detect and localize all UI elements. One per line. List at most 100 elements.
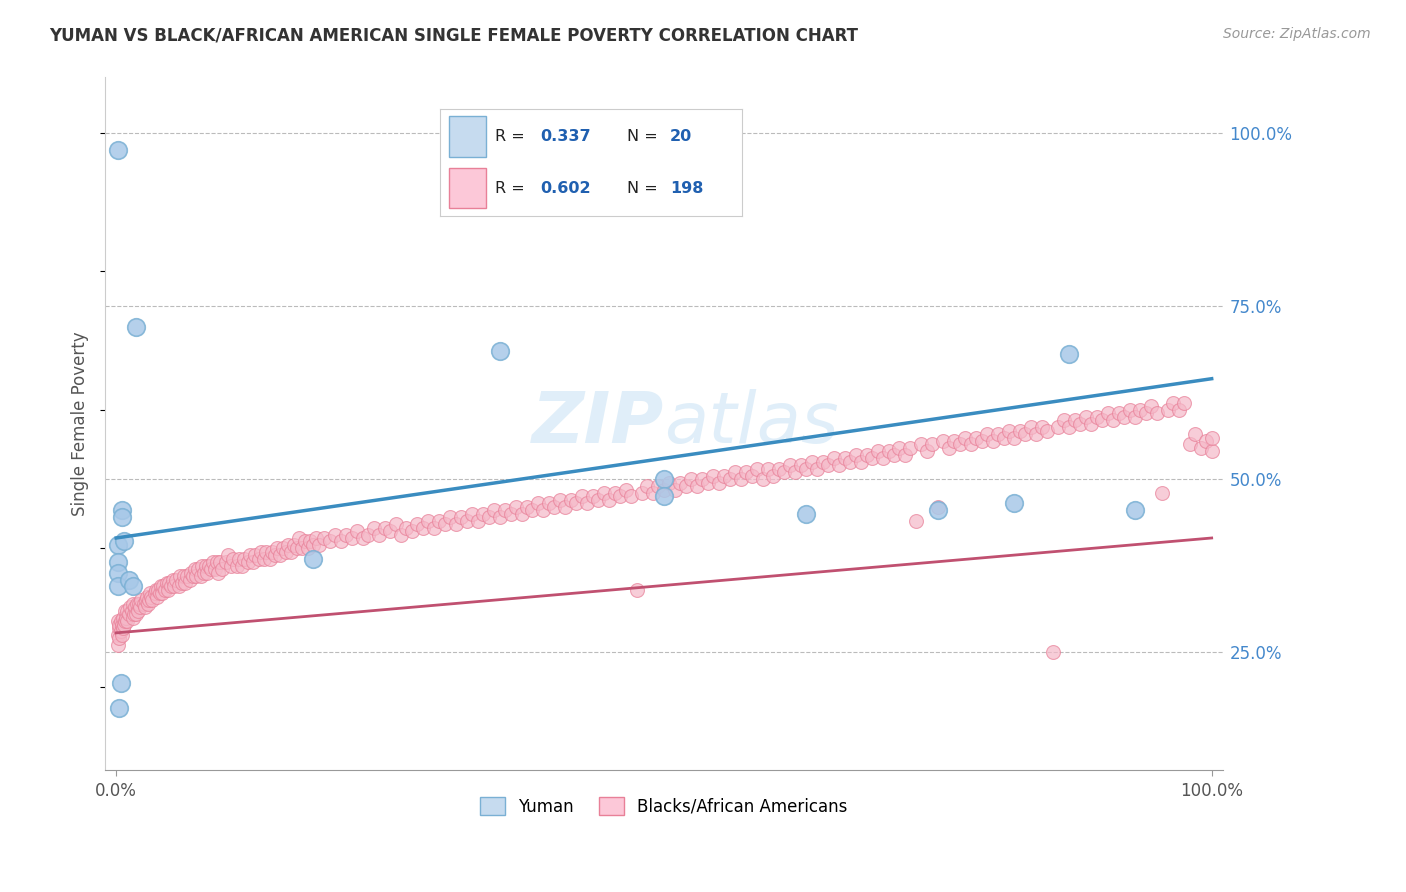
Point xyxy=(1091,413,1114,427)
Point xyxy=(543,500,565,514)
Point xyxy=(993,431,1015,445)
Point xyxy=(389,527,412,541)
Point xyxy=(125,607,148,622)
Point xyxy=(1059,420,1081,434)
Point xyxy=(834,451,856,466)
Point xyxy=(118,607,141,622)
Point xyxy=(378,524,401,538)
Point xyxy=(938,441,960,455)
Point xyxy=(107,638,129,652)
Point xyxy=(949,437,972,451)
Point xyxy=(193,566,215,580)
Point xyxy=(107,555,129,569)
Point xyxy=(894,448,917,462)
Point xyxy=(450,510,472,524)
Point xyxy=(163,579,186,593)
Point xyxy=(745,461,768,475)
Point xyxy=(114,614,136,628)
Point xyxy=(118,573,141,587)
Point xyxy=(751,472,773,486)
Point xyxy=(165,573,187,587)
Point xyxy=(107,538,129,552)
Point xyxy=(346,524,368,538)
Point xyxy=(169,569,191,583)
Point xyxy=(1129,402,1152,417)
Point xyxy=(1167,402,1189,417)
Point xyxy=(329,534,352,549)
Point xyxy=(620,490,643,504)
Point xyxy=(259,551,281,566)
Point xyxy=(110,676,132,690)
Point xyxy=(150,579,173,593)
Point xyxy=(173,569,195,583)
Point xyxy=(488,343,510,358)
Point xyxy=(111,510,134,524)
Point xyxy=(1123,409,1146,424)
Point xyxy=(456,514,478,528)
Point xyxy=(866,444,889,458)
Point xyxy=(115,604,138,618)
Point xyxy=(652,483,675,497)
Point xyxy=(548,492,571,507)
Point xyxy=(319,534,342,549)
Point xyxy=(304,531,326,545)
Point xyxy=(1008,424,1031,438)
Point xyxy=(111,621,134,635)
Text: YUMAN VS BLACK/AFRICAN AMERICAN SINGLE FEMALE POVERTY CORRELATION CHART: YUMAN VS BLACK/AFRICAN AMERICAN SINGLE F… xyxy=(49,27,858,45)
Point xyxy=(395,520,418,534)
Point xyxy=(156,582,179,597)
Point xyxy=(1140,400,1163,414)
Point xyxy=(860,451,883,466)
Point xyxy=(277,538,299,552)
Point xyxy=(135,590,157,604)
Point xyxy=(806,461,828,475)
Point xyxy=(308,538,330,552)
Point xyxy=(730,472,752,486)
Point xyxy=(127,604,149,618)
Point xyxy=(174,576,197,591)
Point xyxy=(412,520,434,534)
Point xyxy=(1074,409,1097,424)
Text: Source: ZipAtlas.com: Source: ZipAtlas.com xyxy=(1223,27,1371,41)
Point xyxy=(790,458,813,473)
Point xyxy=(516,500,538,514)
Point xyxy=(927,503,949,517)
Point xyxy=(143,586,166,600)
Point xyxy=(114,604,136,618)
Point xyxy=(299,534,322,549)
Point xyxy=(467,514,489,528)
Point xyxy=(211,562,233,576)
Point xyxy=(794,507,817,521)
Point xyxy=(707,475,730,490)
Point xyxy=(626,582,648,597)
Point xyxy=(756,461,779,475)
Point xyxy=(811,455,834,469)
Point xyxy=(959,437,981,451)
Point xyxy=(794,461,817,475)
Text: atlas: atlas xyxy=(664,389,838,458)
Point xyxy=(713,468,735,483)
Point xyxy=(1069,417,1091,431)
Point xyxy=(352,531,374,545)
Point xyxy=(571,490,593,504)
Point xyxy=(1189,441,1212,455)
Point xyxy=(205,555,228,569)
Point xyxy=(505,500,527,514)
Point xyxy=(1080,417,1102,431)
Point xyxy=(461,507,484,521)
Point xyxy=(121,597,143,611)
Point xyxy=(1025,427,1047,442)
Point xyxy=(1019,420,1042,434)
Point xyxy=(576,496,599,510)
Point xyxy=(478,510,501,524)
Point xyxy=(145,582,167,597)
Point xyxy=(134,600,156,615)
Point xyxy=(170,576,193,591)
Point xyxy=(652,472,675,486)
Point xyxy=(107,614,129,628)
Point xyxy=(1047,420,1070,434)
Y-axis label: Single Female Poverty: Single Female Poverty xyxy=(72,332,89,516)
Point xyxy=(1135,406,1157,420)
Point xyxy=(1157,402,1180,417)
Point xyxy=(110,624,132,639)
